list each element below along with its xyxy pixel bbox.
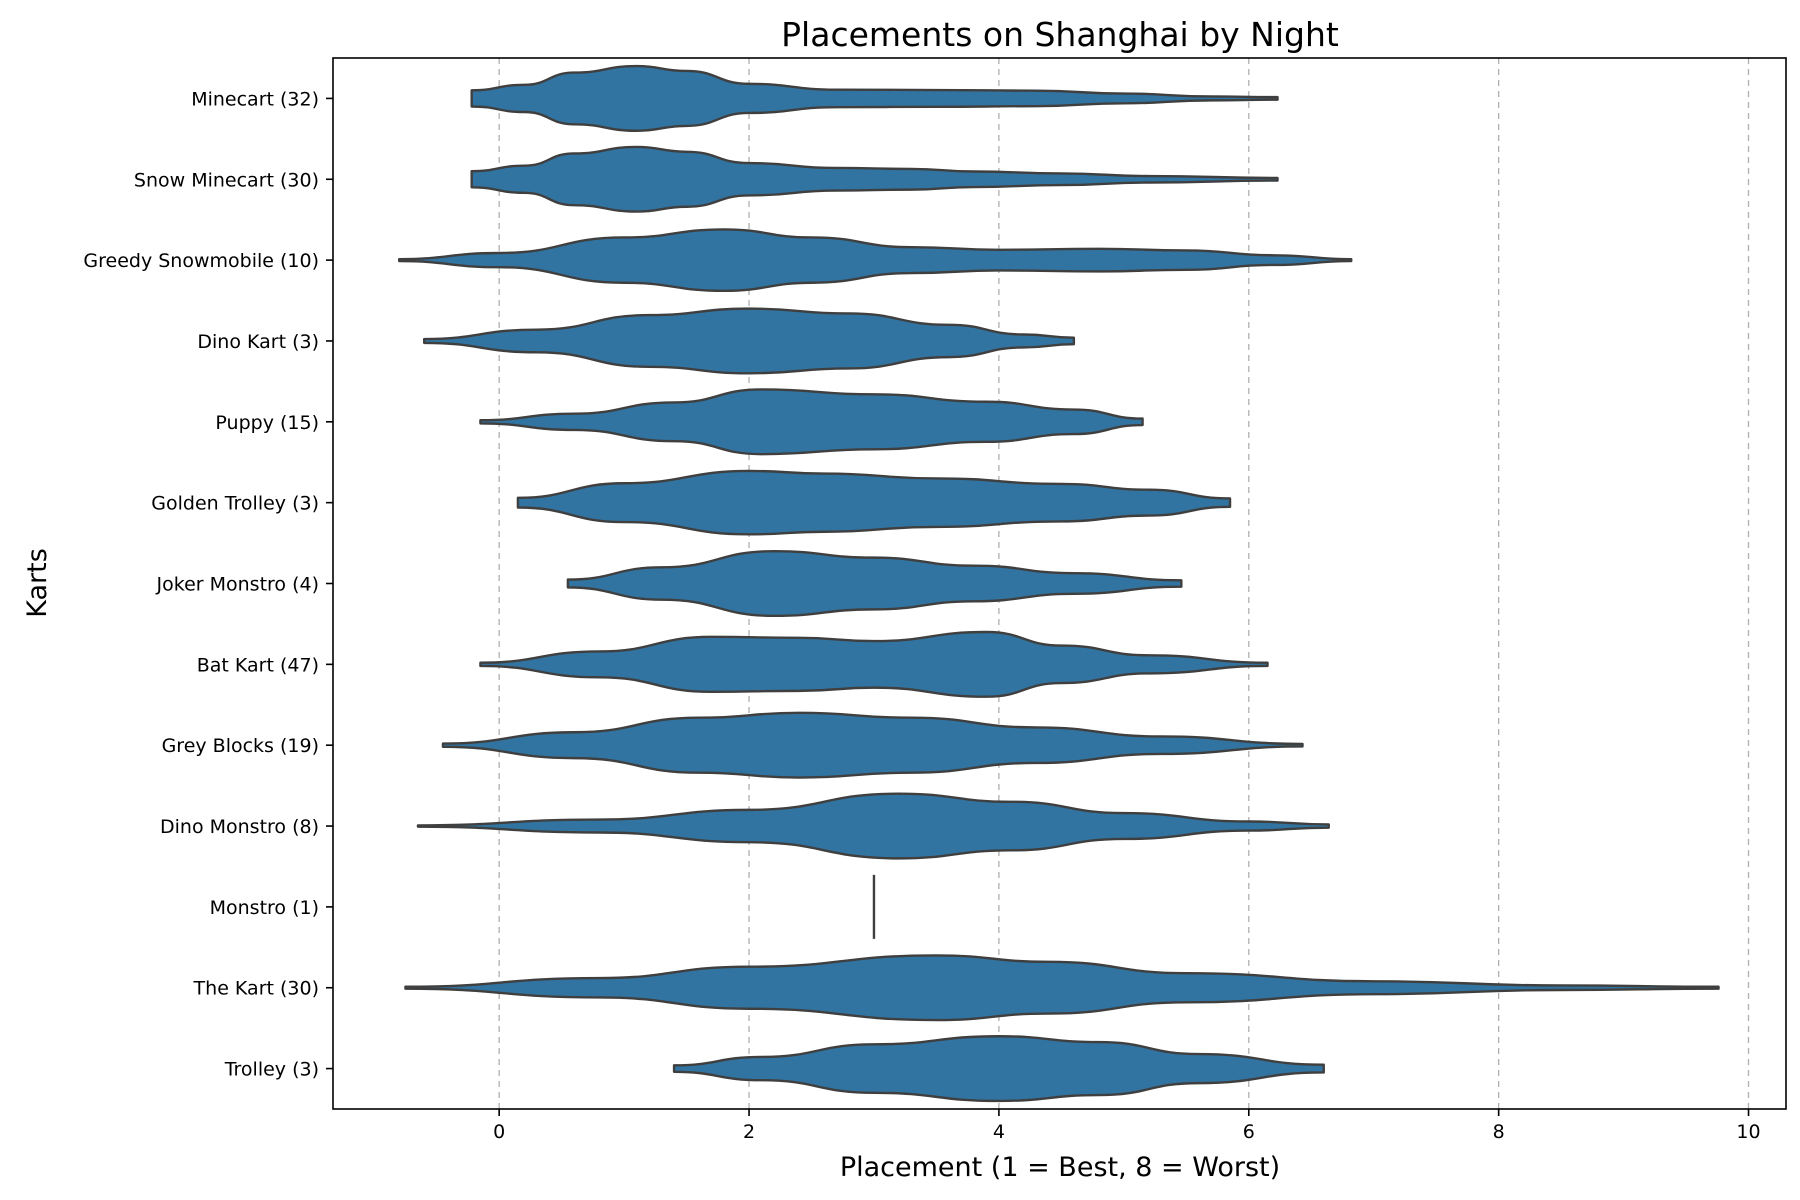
chart-title: Placements on Shanghai by Night	[781, 15, 1339, 54]
y-tick-label: Trolley (3)	[224, 1059, 319, 1081]
x-tick-label: 6	[1243, 1121, 1255, 1143]
x-tick-label: 10	[1736, 1121, 1760, 1143]
y-tick-label: Greedy Snowmobile (10)	[83, 250, 319, 272]
x-tick-label: 0	[493, 1121, 505, 1143]
violin-greedy-snowmobile-10	[398, 228, 1353, 293]
y-tick-label: Snow Minecart (30)	[134, 169, 319, 191]
y-axis: Minecart (32) Snow Minecart (30) Greedy Sn…	[83, 88, 333, 1081]
y-tick-label: Dino Monstro (8)	[160, 816, 319, 838]
y-tick-label: Grey Blocks (19)	[162, 735, 319, 757]
y-tick-label: Monstro (1)	[210, 897, 319, 919]
violin-snow-minecart-30	[470, 145, 1279, 213]
violin-the-kart-30	[404, 954, 1720, 1022]
y-tick-label: Dino Kart (3)	[197, 331, 319, 353]
violin-golden-trolley-3	[516, 469, 1232, 536]
violin-bat-kart-47	[479, 630, 1269, 698]
violin-trolley-3	[672, 1035, 1325, 1103]
y-tick-label: Bat Kart (47)	[197, 654, 319, 676]
y-tick-label: Joker Monstro (4)	[156, 574, 319, 596]
violin-dino-kart-3	[423, 307, 1076, 375]
violin-grey-blocks-19	[441, 711, 1304, 779]
violin-minecart-32	[470, 64, 1279, 132]
y-tick-label: Golden Trolley (3)	[151, 493, 319, 515]
x-axis: 0 2 4 6 8 10	[493, 1109, 1761, 1143]
violin-series	[398, 64, 1720, 1103]
y-axis-title: Karts	[22, 548, 53, 618]
x-tick-label: 8	[1493, 1121, 1505, 1143]
y-tick-label: Puppy (15)	[215, 412, 319, 434]
violin-dino-monstro-8	[416, 792, 1330, 860]
x-tick-label: 2	[743, 1121, 755, 1143]
y-tick-label: Minecart (32)	[191, 88, 319, 110]
x-tick-label: 4	[993, 1121, 1005, 1143]
violin-joker-monstro-4	[566, 549, 1183, 618]
x-axis-title: Placement (1 = Best, 8 = Worst)	[840, 1152, 1280, 1183]
y-tick-label: The Kart (30)	[193, 978, 319, 1000]
violin-puppy-15	[479, 388, 1144, 456]
